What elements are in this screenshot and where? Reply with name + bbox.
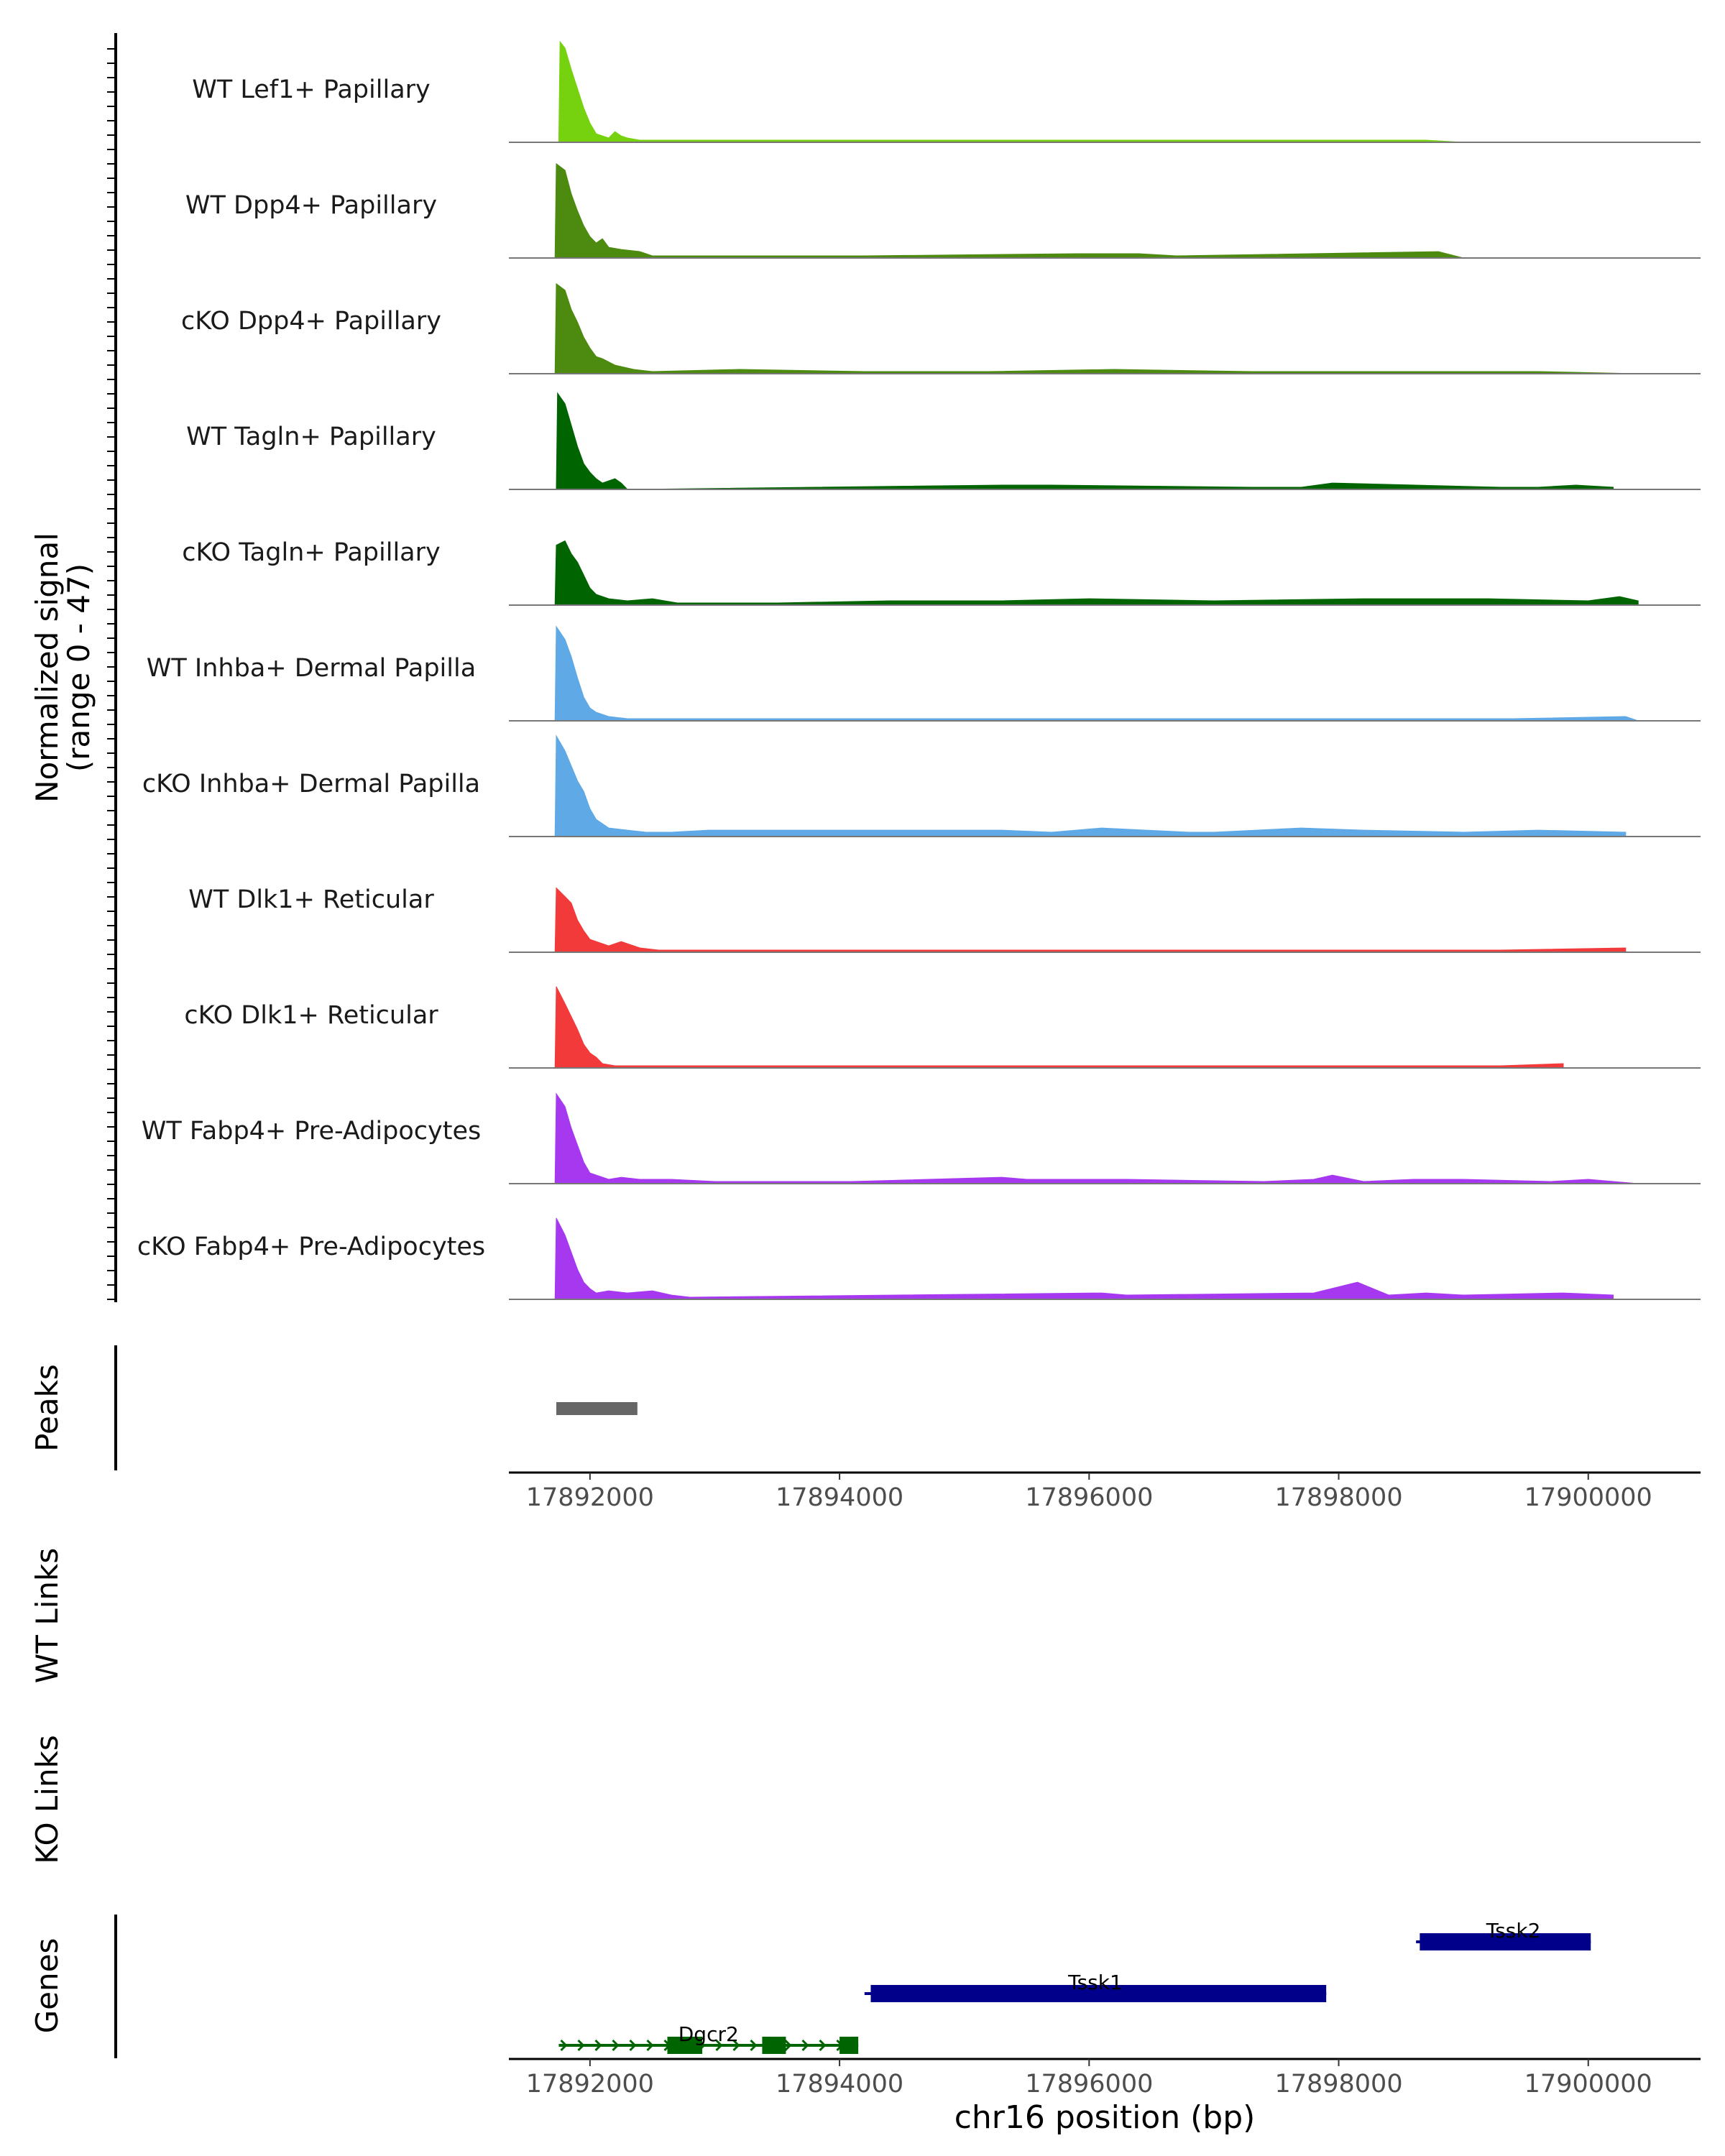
x-tick-label: 17896000 [1025,2070,1153,2099]
track-7: cKO Inhba+ Dermal Papilla [142,734,1701,837]
track-label: WT Tagln+ Papillary [186,423,436,451]
coverage-tracks: WT Lef1+ Papillary WT Dpp4+ Papillary cKO … [137,40,1701,1300]
strand-arrow [784,2039,792,2052]
track-10: WT Fabp4+ Pre-Adipocytes [142,1092,1701,1184]
strand-arrow [801,2039,809,2052]
signal-y-range: (range 0 - 47) [61,563,96,772]
track-5: cKO Tagln+ Papillary [182,538,1701,606]
track-label: cKO Dlk1+ Reticular [184,1001,438,1030]
track-signal-area [554,734,1627,837]
gene-exon [870,1985,1327,2002]
ko-links-label: KO Links [29,1735,65,1864]
track-2: WT Dpp4+ Papillary [185,162,1701,259]
track-signal-area [554,540,1639,606]
track-8: WT Dlk1+ Reticular [188,885,1701,953]
strand-arrow [750,2039,758,2052]
x-tick-label: 17894000 [776,2070,903,2099]
gene-tssk1: Tssk1 [864,1971,1327,2002]
track-1: WT Lef1+ Papillary [192,40,1701,143]
track-4: WT Tagln+ Papillary [186,392,1701,490]
x-tick-label: 17892000 [526,2070,654,2099]
peaks-x-axis-ticks: 17892000 17894000 17896000 17898000 17900000 [526,1473,1652,1512]
peaks-panel-label: Peaks [29,1364,65,1452]
genes-track: Dgcr2 Tssk1 Tssk2 [558,1919,1591,2054]
track-signal-area [554,887,1627,953]
signal-y-label: Normalized signal [29,533,65,803]
x-tick-label: 17898000 [1274,2070,1402,2099]
strand-arrow [629,2039,637,2052]
gene-label: Tssk1 [1067,1971,1123,1994]
track-signal-area [556,392,1614,490]
x-tick-label: 17900000 [1524,1483,1652,1512]
track-label: cKO Inhba+ Dermal Papilla [142,770,480,798]
wt-links-label: WT Links [29,1548,65,1683]
strand-arrow [577,2039,585,2052]
track-label: WT Lef1+ Papillary [192,75,431,104]
gene-dgcr2: Dgcr2 [558,2022,859,2054]
track-9: cKO Dlk1+ Reticular [184,986,1701,1069]
x-tick-label: 17892000 [526,1483,654,1512]
track-signal-area [554,1217,1614,1300]
x-tick-label: 17898000 [1274,1483,1402,1512]
strand-arrow [612,2039,620,2052]
gene-exon [762,2037,786,2054]
track-6: WT Inhba+ Dermal Papilla [147,625,1701,722]
genes-panel-label: Genes [29,1938,65,2034]
track-label: WT Dpp4+ Papillary [185,191,437,220]
track-label: cKO Fabp4+ Pre-Adipocytes [137,1233,485,1261]
strand-arrow [646,2039,654,2052]
track-label: cKO Dpp4+ Papillary [181,307,441,336]
track-signal-area [554,162,1464,259]
strand-arrow [560,2039,568,2052]
peak-region [556,1402,638,1415]
gene-label: Dgcr2 [678,2022,739,2046]
track-signal-area [554,1092,1639,1184]
gene-exon [667,2037,703,2054]
track-label: WT Fabp4+ Pre-Adipocytes [142,1117,481,1146]
track-signal-area [554,282,1639,374]
track-signal-area [554,625,1639,722]
track-signal-area [554,986,1564,1069]
track-label: cKO Tagln+ Papillary [182,538,441,567]
x-tick-label: 17894000 [776,1483,903,1512]
peaks-track [556,1402,638,1415]
track-label: WT Dlk1+ Reticular [188,885,434,914]
x-tick-label: 17900000 [1524,2070,1652,2099]
gene-exon [840,2037,859,2054]
track-3: cKO Dpp4+ Papillary [181,282,1701,374]
x-tick-label: 17896000 [1025,1483,1153,1512]
strand-arrow [594,2039,602,2052]
strand-arrow [732,2039,740,2052]
gene-tssk2: Tssk2 [1416,1919,1591,1950]
gene-label: Tssk2 [1486,1919,1541,1943]
signal-y-ticks [107,48,116,1300]
genes-x-axis-ticks: 17892000 17894000 17896000 17898000 17900000 [526,2059,1652,2099]
gene-exon [1420,1933,1591,1950]
strand-arrow [819,2039,827,2052]
track-label: WT Inhba+ Dermal Papilla [147,654,476,683]
strand-arrow [715,2039,723,2052]
track-signal-area [558,40,1464,143]
x-axis-title: chr16 position (bp) [954,2099,1256,2136]
track-11: cKO Fabp4+ Pre-Adipocytes [137,1217,1701,1300]
